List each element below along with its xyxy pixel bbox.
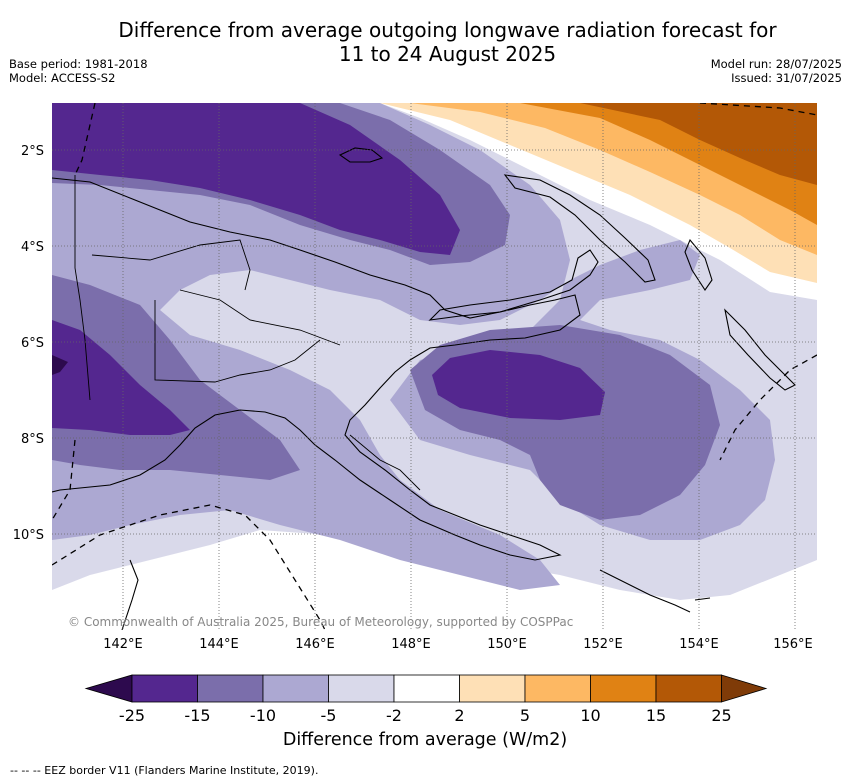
colorbar-tick-label: 10 — [580, 706, 600, 725]
meta-right: Model run: 28/07/2025 Issued: 31/07/2025 — [711, 57, 842, 85]
bougainville-coast — [684, 238, 713, 291]
lat-labels: 2°S 4°S 6°S 8°S 10°S — [13, 144, 44, 543]
colorbar-tick-label: 2 — [454, 706, 464, 725]
gridlines — [52, 103, 817, 630]
contour-band-below-minus25 — [52, 355, 68, 375]
base-period: Base period: 1981-2018 — [9, 57, 148, 71]
lon-label: 150°E — [487, 637, 527, 652]
model-run: Model run: 28/07/2025 — [710, 57, 842, 71]
model-name: Model: ACCESS-S2 — [9, 71, 116, 85]
map-area — [52, 103, 817, 630]
lon-label: 146°E — [295, 637, 335, 652]
contour-band-minus25-north — [52, 103, 460, 255]
louisiade-islands — [599, 569, 711, 613]
colorbar-swatch — [393, 674, 460, 703]
colorbar-tick-label: -25 — [119, 706, 145, 725]
eez-west — [52, 439, 76, 521]
colorbar-tick-label: -10 — [250, 706, 276, 725]
manus-island-coast — [338, 147, 384, 163]
colorbar-tick-label: -5 — [321, 706, 337, 725]
new-ireland-coast — [503, 174, 656, 283]
eez-west-north — [74, 103, 96, 176]
contour-band-minus25-central — [432, 350, 605, 420]
new-britain-coast — [428, 249, 599, 321]
png-border — [74, 175, 91, 401]
boundaries — [74, 175, 421, 491]
colorbar-tick-label: 25 — [711, 706, 731, 725]
colorbar-extend-high — [721, 674, 768, 703]
colorbar-swatch — [459, 674, 526, 703]
colorbar-title: Difference from average (W/m2) — [282, 730, 568, 750]
colorbar-swatch — [131, 674, 198, 703]
colorbar: -25 -15 -10 -5 -2 2 5 10 15 25 — [84, 674, 768, 725]
colorbar-swatch — [655, 674, 722, 703]
lat-label: 8°S — [21, 432, 44, 447]
copyright-notice: © Commonwealth of Australia 2025, Bureau… — [68, 615, 573, 629]
lat-label: 4°S — [21, 240, 44, 255]
colorbar-swatch — [197, 674, 264, 703]
colorbar-extend-low — [84, 674, 133, 703]
colorbar-tick-label: -15 — [184, 706, 210, 725]
eez-borders — [52, 103, 817, 630]
eez-east — [719, 354, 817, 461]
lat-label: 2°S — [21, 144, 44, 159]
lon-label: 144°E — [199, 637, 239, 652]
meta-left: Base period: 1981-2018 Model: ACCESS-S2 — [9, 57, 148, 85]
colorbar-swatch — [328, 674, 395, 703]
colorbar-swatch — [524, 674, 591, 703]
province-line-c — [179, 289, 341, 346]
lon-label: 152°E — [583, 637, 623, 652]
lon-label: 154°E — [679, 637, 719, 652]
contour-band-minus25-west — [52, 320, 190, 435]
lon-label: 148°E — [391, 637, 431, 652]
lon-label: 142°E — [103, 637, 143, 652]
colorbar-swatch — [262, 674, 329, 703]
title-line-1: Difference from average outgoing longwav… — [118, 18, 777, 42]
province-line-b — [154, 300, 321, 383]
lat-label: 10°S — [13, 528, 44, 543]
lat-label: 6°S — [21, 336, 44, 351]
province-line-d — [349, 434, 421, 491]
solomon-islands-coast — [724, 308, 796, 391]
title-line-2: 11 to 24 August 2025 — [338, 42, 557, 66]
province-line-a — [91, 239, 251, 291]
lon-label: 156°E — [773, 637, 813, 652]
new-guinea-coast — [52, 177, 581, 561]
lon-labels: 142°E 144°E 146°E 148°E 150°E 152°E 154°… — [103, 637, 813, 652]
eez-north-east — [699, 103, 817, 116]
chart-title: Difference from average outgoing longwav… — [0, 18, 850, 66]
colorbar-tick-label: 15 — [646, 706, 666, 725]
australia-coast — [121, 559, 139, 630]
contour-band-neutral-south — [52, 530, 817, 630]
colorbar-swatch — [590, 674, 657, 703]
colorbar-tick-label: 5 — [520, 706, 530, 725]
coastlines — [52, 147, 796, 630]
eez-south-west — [52, 504, 326, 630]
eez-footnote: -- -- -- EEZ border V11 (Flanders Marine… — [10, 764, 319, 777]
colorbar-tick-label: -2 — [386, 706, 402, 725]
contour-band-plus15 — [580, 103, 817, 185]
issued-date: Issued: 31/07/2025 — [731, 71, 842, 85]
